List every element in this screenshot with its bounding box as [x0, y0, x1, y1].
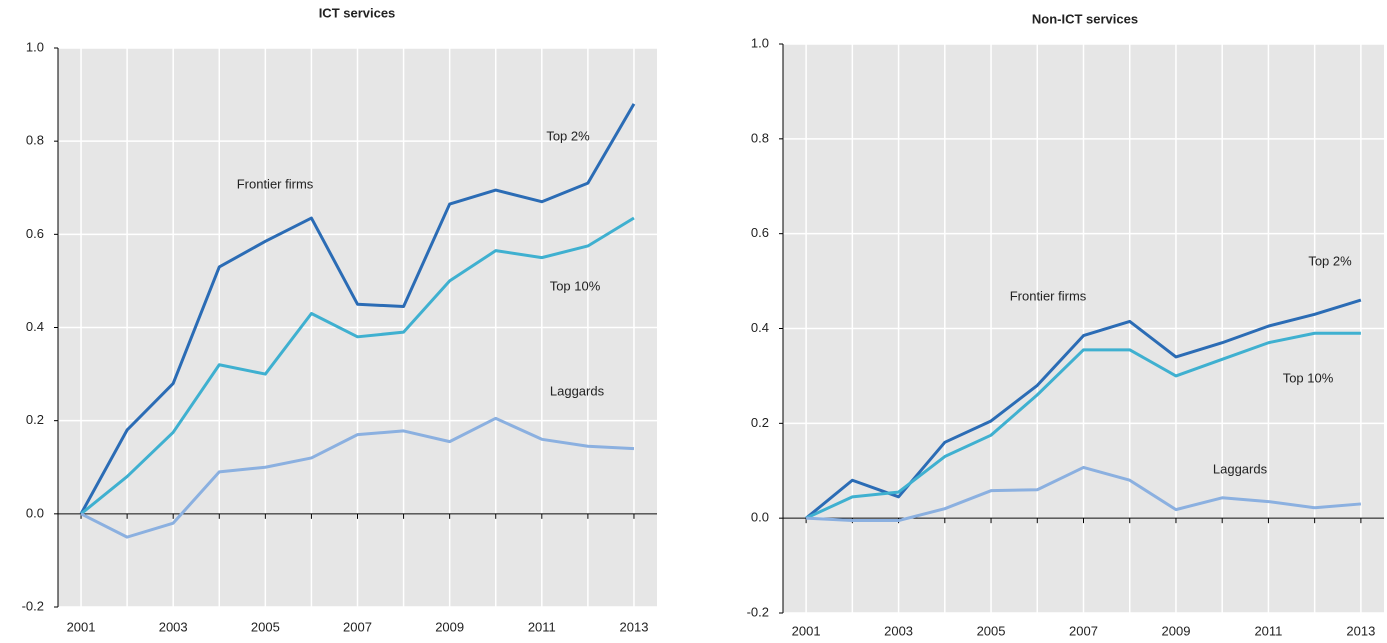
series-line	[805, 331, 1361, 520]
series-line	[79, 103, 636, 515]
x-tick-label: 2009	[435, 619, 464, 634]
x-tick-label: 2001	[67, 619, 96, 634]
y-tick-label: 0.8	[26, 133, 44, 148]
panel: Non-ICT services -0.2 0.0 0.2 0.4 0.6 0.8 1.0 20…	[747, 11, 1384, 638]
annotation: Frontier firms	[237, 176, 314, 191]
x-tick-label: 2013	[620, 619, 649, 634]
x-tick-label: 2007	[343, 619, 372, 634]
series-label: Top 10%	[1283, 370, 1334, 385]
x-tick-label: 2009	[1162, 623, 1191, 638]
y-tick-label: 0.8	[751, 130, 769, 145]
panel: ICT services -0.2 0.0 0.2 0.4 0.6 0.8 1.0 2001 20…	[22, 5, 657, 634]
chart-title: ICT services	[319, 5, 396, 20]
x-tick-label: 2003	[884, 623, 913, 638]
series-line	[80, 416, 635, 539]
y-tick-label: 1.0	[751, 35, 769, 50]
series-label: Laggards	[1213, 461, 1268, 476]
y-tick-label: 0.4	[26, 319, 44, 334]
series-label: Laggards	[550, 383, 605, 398]
y-tick-label: 0.0	[751, 510, 769, 525]
y-tick-label: 1.0	[26, 39, 44, 54]
series-line	[806, 465, 1362, 523]
y-tick-label: -0.2	[22, 598, 44, 613]
x-tick-label: 2011	[528, 619, 556, 634]
x-tick-label: 2011	[1254, 623, 1282, 638]
series-label: Top 2%	[1308, 253, 1352, 268]
x-tick-label: 2005	[977, 623, 1006, 638]
y-tick-label: 0.6	[26, 226, 44, 241]
x-tick-label: 2013	[1346, 623, 1375, 638]
y-tick-label: -0.2	[747, 604, 769, 619]
y-tick-label: 0.2	[26, 412, 44, 427]
series-line	[80, 216, 635, 515]
series-line	[805, 298, 1362, 520]
annotation: Frontier firms	[1010, 288, 1087, 303]
x-tick-label: 2005	[251, 619, 280, 634]
y-tick-label: 0.2	[751, 415, 769, 430]
y-tick-label: 0.6	[751, 225, 769, 240]
y-tick-label: 0.4	[751, 320, 769, 335]
x-tick-label: 2007	[1069, 623, 1098, 638]
series-label: Top 10%	[550, 278, 601, 293]
chart-title: Non-ICT services	[1032, 11, 1138, 26]
x-tick-label: 2001	[792, 623, 821, 638]
y-tick-label: 0.0	[26, 505, 44, 520]
series-label: Top 2%	[546, 128, 590, 143]
x-tick-label: 2003	[159, 619, 188, 634]
